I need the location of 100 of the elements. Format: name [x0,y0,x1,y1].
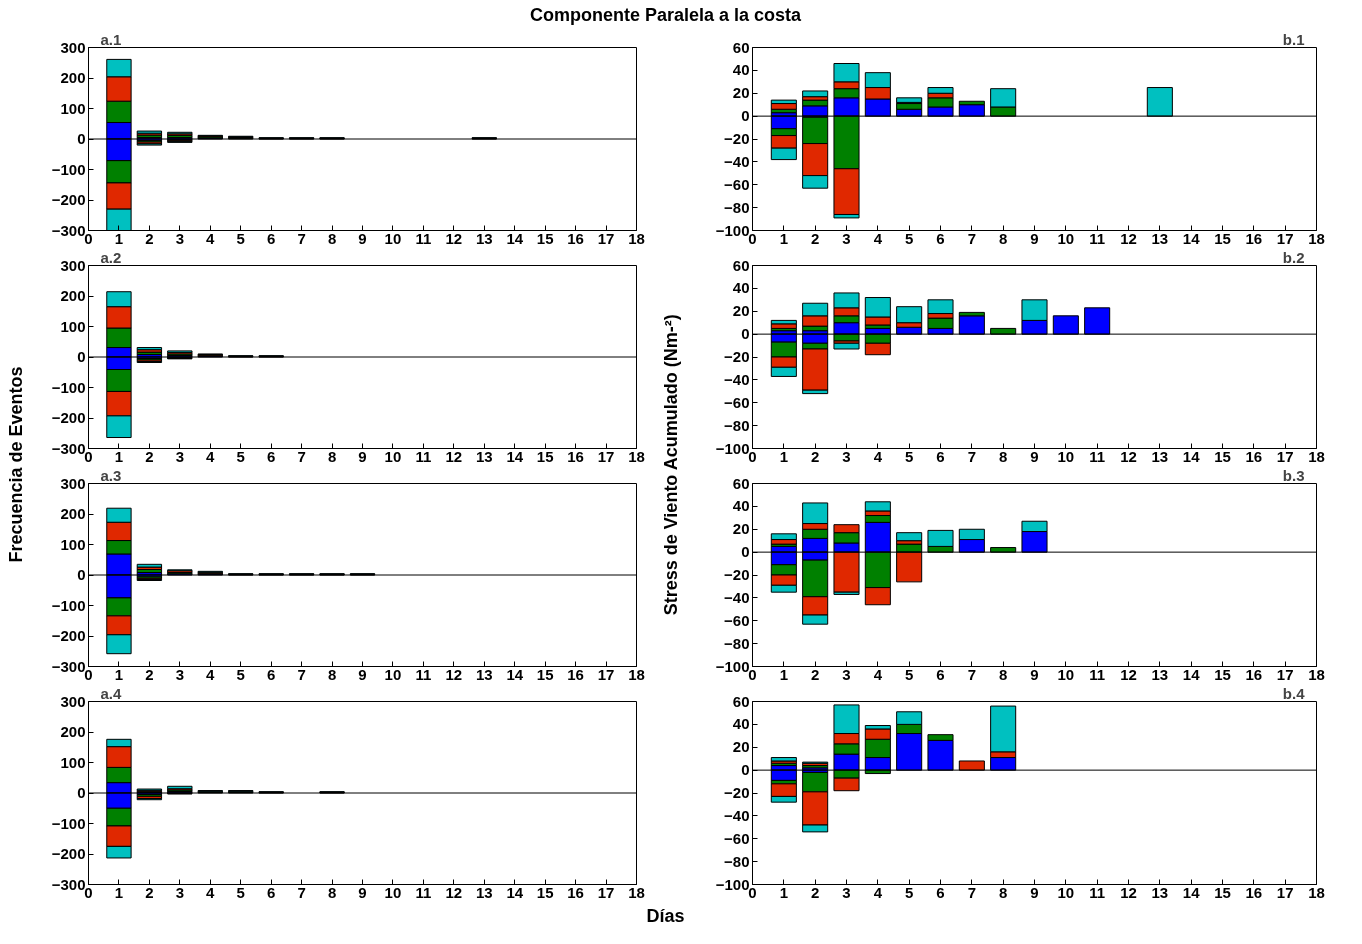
x-tick-label: 11 [415,229,432,247]
y-tick-label: −100 [715,875,750,893]
y-tick-label: 200 [60,69,86,86]
x-tick-label: 4 [873,447,883,465]
x-tick-label: 6 [267,229,276,247]
x-tick-label: 9 [1030,883,1039,901]
y-tick-label: −300 [51,221,86,239]
y-tick-label: 40 [732,61,750,79]
x-tick-label: 9 [358,883,367,901]
x-tick-label: 8 [327,229,337,247]
y-tick-label: 100 [60,753,86,771]
x-tick-label: 12 [445,447,463,465]
y-tick-label: −40 [724,588,750,606]
text: b.2 [1282,248,1305,266]
x-tick-label: 7 [967,447,977,465]
x-tick-label: 15 [536,665,554,683]
x-tick-label: 17 [1276,665,1294,683]
x-tick-label: 1 [779,665,789,683]
x-tick-label: 10 [1057,229,1075,247]
x-tick-label: 14 [1182,229,1201,247]
x-tick-label: 8 [999,447,1008,465]
y-tick-label: −300 [51,439,86,457]
x-tick-label: 2 [811,447,820,465]
y-tick-label: 20 [732,738,750,756]
x-tick-label: 8 [327,447,337,465]
x-tick-label: 2 [145,447,154,465]
x-tick-label: 10 [1057,447,1075,465]
x-tick-label: 11 [415,665,432,683]
x-tick-label: 12 [445,883,463,901]
y-tick-label: −200 [51,409,86,426]
y-tick-label: 0 [77,130,86,147]
y-tick-label: −80 [724,416,750,434]
x-tick-label: 5 [905,229,914,247]
x-tick-label: 18 [628,229,645,247]
x-tick-label: 1 [114,665,124,683]
y-tick-label: 60 [732,38,750,56]
x-tick-label: 13 [475,883,493,901]
y-tick-label: −100 [51,378,86,396]
x-tick-label: 1 [779,447,789,465]
x-tick-label: 14 [506,229,524,247]
x-tick-label: 3 [175,883,185,901]
x-tick-label: 12 [445,229,463,247]
x-tick-label: 6 [936,883,945,901]
x-tick-label: 5 [236,229,245,247]
y-axis-title: Frecuencia de Eventos [5,366,26,563]
x-tick-label: 9 [1030,447,1039,465]
x-tick-label: 12 [1120,447,1137,465]
x-tick-label: 13 [1151,883,1169,901]
y-tick-label: −20 [724,566,750,583]
x-tick-label: 8 [327,665,337,683]
x-tick-label: 9 [358,229,367,247]
x-tick-label: 18 [628,665,645,683]
y-tick-label: 40 [732,715,750,733]
y-tick-label: −80 [724,852,750,870]
x-tick-label: 16 [1245,447,1263,465]
x-tick-label: 18 [628,883,645,901]
x-tick-label: 17 [597,665,615,683]
x-tick-label: 5 [905,447,914,465]
x-tick-label: 14 [506,447,524,465]
y-tick-label: −100 [715,439,750,457]
y-tick-label: 300 [60,692,86,710]
y-tick-label: −100 [51,160,86,178]
y-axis-title: Stress de Viento Acumulado (Nm-²) [660,314,681,616]
x-tick-label: 2 [811,229,820,247]
x-tick-label: 1 [114,229,124,247]
y-tick-label: 40 [732,497,750,515]
x-tick-label: 12 [1120,665,1137,683]
x-tick-label: 6 [267,665,276,683]
x-tick-label: 1 [779,229,789,247]
x-tick-label: 11 [1089,665,1106,683]
text: a.2 [100,248,122,266]
y-tick-label: 60 [732,256,750,274]
x-tick-label: 7 [297,447,306,465]
x-tick-label: 5 [236,665,245,683]
y-tick-label: 20 [732,302,750,320]
x-tick-label: 14 [1182,883,1201,901]
x-tick-label: 17 [597,447,615,465]
x-tick-label: 10 [384,665,402,683]
x-tick-label: 1 [114,447,124,465]
y-tick-label: −100 [715,657,750,675]
x-tick-label: 6 [936,665,945,683]
x-tick-label: 18 [1308,229,1325,247]
y-tick-label: 60 [732,474,750,492]
x-tick-label: 16 [1245,665,1263,683]
x-tick-label: 11 [415,447,432,465]
x-tick-label: 14 [1182,447,1201,465]
x-tick-label: 3 [842,447,851,465]
y-tick-label: 300 [60,256,86,274]
x-tick-label: 3 [842,883,851,901]
y-tick-label: 60 [732,692,750,710]
x-tick-label: 5 [905,883,914,901]
x-tick-label: 7 [297,883,306,901]
x-tick-label: 9 [358,665,367,683]
y-tick-label: −40 [724,152,750,170]
x-tick-label: 10 [1057,883,1075,901]
y-tick-label: 0 [77,348,86,365]
x-tick-label: 14 [506,665,524,683]
x-tick-label: 11 [1089,229,1106,247]
x-tick-label: 18 [1308,447,1325,465]
y-tick-label: −200 [51,627,86,644]
